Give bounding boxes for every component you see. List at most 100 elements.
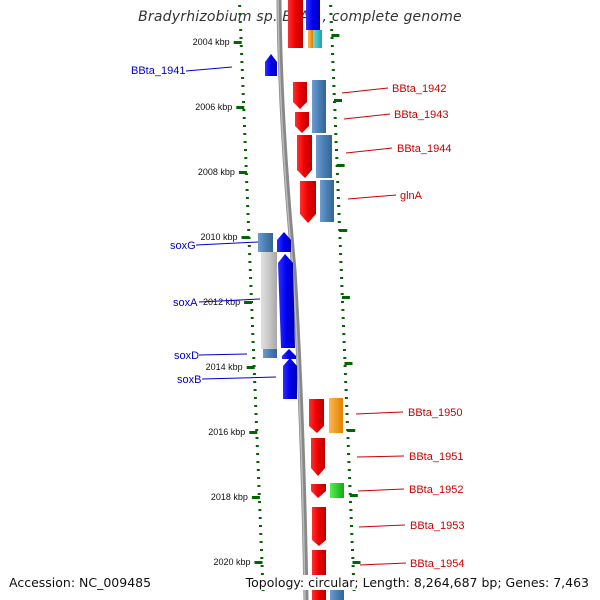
scale-dot-left <box>245 197 249 199</box>
major-tick-right <box>344 362 353 365</box>
scale-dot-right <box>330 37 334 39</box>
scale-dot-right <box>331 53 335 55</box>
scale-dot-left <box>239 29 243 31</box>
scale-dot-left <box>241 93 245 95</box>
scale-dot-right <box>340 285 344 287</box>
scale-dot-left <box>241 77 245 79</box>
scale-dot-left <box>244 165 248 167</box>
scale-dot-right <box>347 453 351 455</box>
scale-dot-left <box>257 485 261 487</box>
scale-dot-left <box>253 389 257 391</box>
scale-dot-right <box>351 565 355 567</box>
scale-dot-left <box>241 85 245 87</box>
scale-dot-left <box>260 565 264 567</box>
major-tick-left <box>238 171 247 174</box>
scale-dot-right <box>337 205 341 207</box>
tick-label: 2010 kbp <box>200 232 237 242</box>
scale-dot-left <box>238 5 242 7</box>
scale-dot-right <box>343 365 347 367</box>
scale-dot-left <box>260 549 263 551</box>
scale-dot-right <box>340 293 344 295</box>
scale-dot-left <box>240 61 244 63</box>
scale-dot-right <box>338 237 342 239</box>
scale-dot-left <box>251 333 255 335</box>
major-tick-left <box>236 106 245 109</box>
feature-soxd-blue <box>263 349 277 358</box>
scale-dot-left <box>249 293 253 295</box>
major-tick-right <box>336 164 345 167</box>
feature-blue-glna <box>320 180 334 222</box>
feature-orange-1950 <box>329 398 343 433</box>
gene-label-soxa: soxA <box>173 297 198 309</box>
gene-bbta-1951 <box>311 438 325 476</box>
tick-label: 2006 kbp <box>195 102 232 112</box>
scale-dot-right <box>341 301 344 303</box>
scale-dot-left <box>254 413 258 415</box>
major-tick-left <box>251 496 260 499</box>
scale-dot-right <box>335 157 339 159</box>
scale-dot-right <box>341 317 345 319</box>
scale-dot-left <box>239 45 243 47</box>
major-tick-right <box>349 494 358 497</box>
gene-label-soxb: soxB <box>177 374 201 386</box>
scale-dot-left <box>244 149 247 151</box>
major-tick-right <box>331 34 340 37</box>
major-tick-left <box>233 41 242 44</box>
scale-dot-right <box>337 221 341 223</box>
scale-dot-right <box>348 477 352 479</box>
scale-dot-right <box>351 573 355 575</box>
scale-dot-right <box>331 61 335 63</box>
gene-glna <box>300 181 316 223</box>
scale-dot-left <box>254 421 258 423</box>
scale-dot-left <box>238 13 242 15</box>
major-tick-right <box>352 561 361 564</box>
scale-dot-left <box>253 397 257 399</box>
tick-marks <box>233 34 361 564</box>
gene-label-bbta-1950: BBta_1950 <box>408 407 462 419</box>
scale-dot-right <box>330 45 334 47</box>
scale-dot-left <box>238 21 242 23</box>
scale-dot-right <box>347 461 351 463</box>
gene-blue-top <box>306 0 320 30</box>
major-tick-left <box>241 236 250 239</box>
gene-label-bbta-1952: BBta_1952 <box>409 484 463 496</box>
scale-dot-right <box>336 197 340 199</box>
gene-label-soxg: soxG <box>170 240 196 252</box>
gene-soxg <box>277 232 291 252</box>
scale-dot-right <box>349 501 352 503</box>
scale-dot-right <box>347 469 351 471</box>
scale-dot-left <box>246 221 250 223</box>
scale-dot-right <box>333 117 337 119</box>
gene-bbta-1944 <box>297 135 312 178</box>
scale-dot-right <box>329 13 333 15</box>
scale-dot-left <box>253 381 257 383</box>
scale-dot-right <box>351 557 355 559</box>
feature-blue-1944 <box>316 135 332 178</box>
scale-dot-right <box>343 349 346 351</box>
scale-dot-left <box>248 261 252 263</box>
scale-dot-left <box>258 517 262 519</box>
scale-dot-left <box>249 277 253 279</box>
scale-dot-right <box>332 93 336 95</box>
scale-dot-right <box>343 373 347 375</box>
scale-dot-right <box>342 333 346 335</box>
gene-label-bbta-1951: BBta_1951 <box>409 451 463 463</box>
scale-dot-right <box>330 29 334 31</box>
scale-dot-right <box>332 85 336 87</box>
scale-dot-left <box>245 189 249 191</box>
scale-dot-right <box>346 437 350 439</box>
scale-dot-right <box>342 341 346 343</box>
scale-dot-left <box>256 461 260 463</box>
tick-label: 2020 kbp <box>213 557 250 567</box>
scale-dot-right <box>352 589 356 591</box>
scale-dot-left <box>256 453 260 455</box>
scale-dot-left <box>259 541 263 543</box>
scale-dot-left <box>243 125 246 127</box>
scale-dot-left <box>244 157 248 159</box>
major-tick-right <box>341 296 350 299</box>
tick-label: 2012 kbp <box>203 297 240 307</box>
scale-dot-right <box>331 69 335 71</box>
scale-dot-left <box>250 317 254 319</box>
scale-dot-left <box>257 493 261 495</box>
tick-label: 2014 kbp <box>206 362 243 372</box>
